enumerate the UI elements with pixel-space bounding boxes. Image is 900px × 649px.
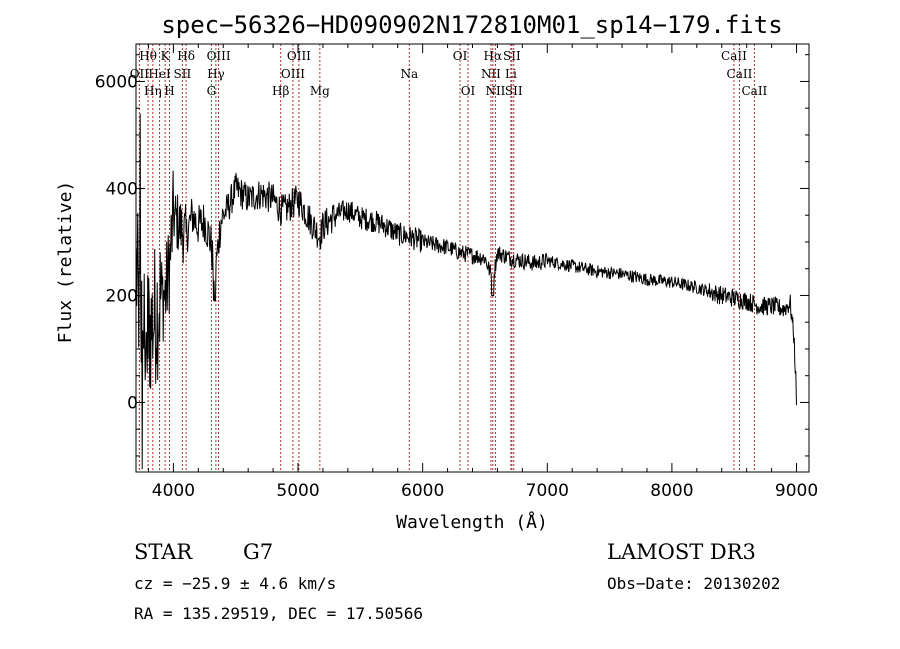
- spectral-line-label: K: [161, 49, 171, 63]
- observation-date: Obs−Date: 20130202: [607, 574, 780, 593]
- object-class: STAR: [134, 540, 193, 564]
- spectral-line-label: SII: [505, 84, 523, 98]
- y-tick-label: 0: [127, 393, 138, 413]
- x-tick-label: 8000: [650, 481, 693, 501]
- y-tick-label: 400: [106, 179, 138, 199]
- y-axis-label: Flux (relative): [55, 181, 76, 344]
- x-axis-label: Wavelength (Å): [396, 511, 548, 533]
- spectral-line-label: NII: [485, 84, 505, 98]
- spectral-line-label: Li: [505, 67, 517, 81]
- survey-name: LAMOST DR3: [607, 540, 756, 564]
- axis-ticks: 4000 5000 6000 7000 8000 9000 0 200 400 6000: [95, 44, 818, 501]
- spectral-line-label: CaII: [721, 49, 747, 63]
- redshift-cz: cz = −25.9 ± 4.6 km/s: [134, 574, 336, 593]
- object-subclass: G7: [243, 540, 273, 564]
- spectral-line-label: SII: [503, 49, 521, 63]
- y-tick-label: 6000: [95, 72, 138, 92]
- spectral-line-label: NII: [481, 67, 501, 81]
- spectral-line-label: HeI: [148, 67, 171, 81]
- spectral-line-label: Na: [400, 67, 418, 81]
- spectral-line-label: OI: [453, 49, 468, 63]
- spectral-line-label: OIII: [287, 49, 311, 63]
- spectral-line-label: H: [164, 84, 174, 98]
- coordinates: RA = 135.29519, DEC = 17.50566: [134, 604, 423, 623]
- spectral-line-label: CaII: [727, 67, 753, 81]
- spectral-line-label: SII: [174, 67, 192, 81]
- spectral-lines: HθOIIHηHeIKHSIIHδGOIIIHγHβOIIIOIIIMgNaOI…: [130, 44, 768, 472]
- y-tick-label: 200: [106, 286, 138, 306]
- chart-title: spec−56326−HD090902N172810M01_sp14−179.f…: [161, 11, 782, 39]
- x-tick-label: 9000: [775, 481, 818, 501]
- spectral-line-label: OI: [461, 84, 476, 98]
- x-tick-label: 5000: [276, 481, 319, 501]
- spectral-line-label: OIII: [281, 67, 305, 81]
- x-tick-label: 6000: [401, 481, 444, 501]
- spectral-line-label: OII: [130, 67, 150, 81]
- spectral-line-label: OIII: [207, 49, 231, 63]
- spectral-line-label: Hβ: [272, 84, 289, 98]
- spectral-line-label: Hθ: [139, 49, 157, 63]
- spectral-line-label: Hη: [144, 84, 162, 98]
- spectral-line-label: Hδ: [177, 49, 195, 63]
- spectral-line-label: G: [207, 84, 217, 98]
- spectrum-series-line: [135, 113, 797, 470]
- x-tick-label: 7000: [526, 481, 569, 501]
- spectral-line-label: Hγ: [207, 67, 225, 81]
- spectral-line-label: CaII: [741, 84, 767, 98]
- spectral-line-label: Hα: [484, 49, 503, 63]
- x-tick-label: 4000: [152, 481, 195, 501]
- spectral-line-label: Mg: [310, 84, 330, 98]
